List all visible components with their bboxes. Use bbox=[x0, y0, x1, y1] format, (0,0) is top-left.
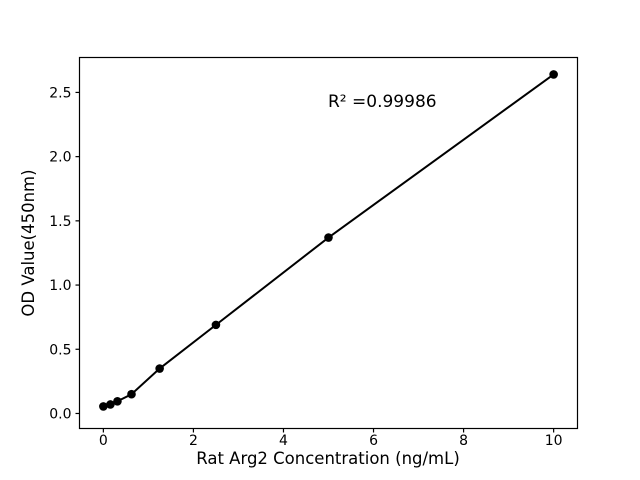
y-tick-label: 1.5 bbox=[49, 214, 71, 230]
data-point bbox=[106, 400, 115, 409]
y-tick-label: 2.0 bbox=[49, 150, 71, 166]
x-tick-label: 10 bbox=[545, 433, 563, 449]
y-tick-label: 2.5 bbox=[49, 85, 71, 101]
plot-border bbox=[78, 56, 579, 430]
x-tick-label: 4 bbox=[279, 433, 288, 449]
y-tick-label: 0.5 bbox=[49, 342, 71, 358]
y-axis-label: OD Value(450nm) bbox=[18, 169, 38, 317]
data-point bbox=[127, 389, 136, 399]
data-point bbox=[99, 402, 108, 411]
data-point bbox=[324, 233, 333, 242]
x-tick-label: 6 bbox=[369, 433, 378, 449]
y-tick-label: 0.0 bbox=[49, 406, 71, 422]
r-squared-annotation: R² =0.99986 bbox=[328, 92, 437, 112]
x-axis-label: Rat Arg2 Concentration (ng/mL) bbox=[196, 449, 460, 468]
y-tick-label: 1.0 bbox=[49, 278, 71, 294]
data-point bbox=[113, 396, 122, 406]
x-tick-label: 8 bbox=[459, 433, 468, 449]
data-point bbox=[211, 320, 221, 330]
plot-area: 0 2 4 6 8 10 0.0 0.5 1.0 1.5 2.0 2.5 bbox=[49, 56, 579, 449]
x-tick-label: 2 bbox=[189, 433, 198, 449]
data-point bbox=[549, 70, 558, 79]
data-point bbox=[155, 364, 164, 373]
x-tick-label: 0 bbox=[99, 433, 108, 449]
